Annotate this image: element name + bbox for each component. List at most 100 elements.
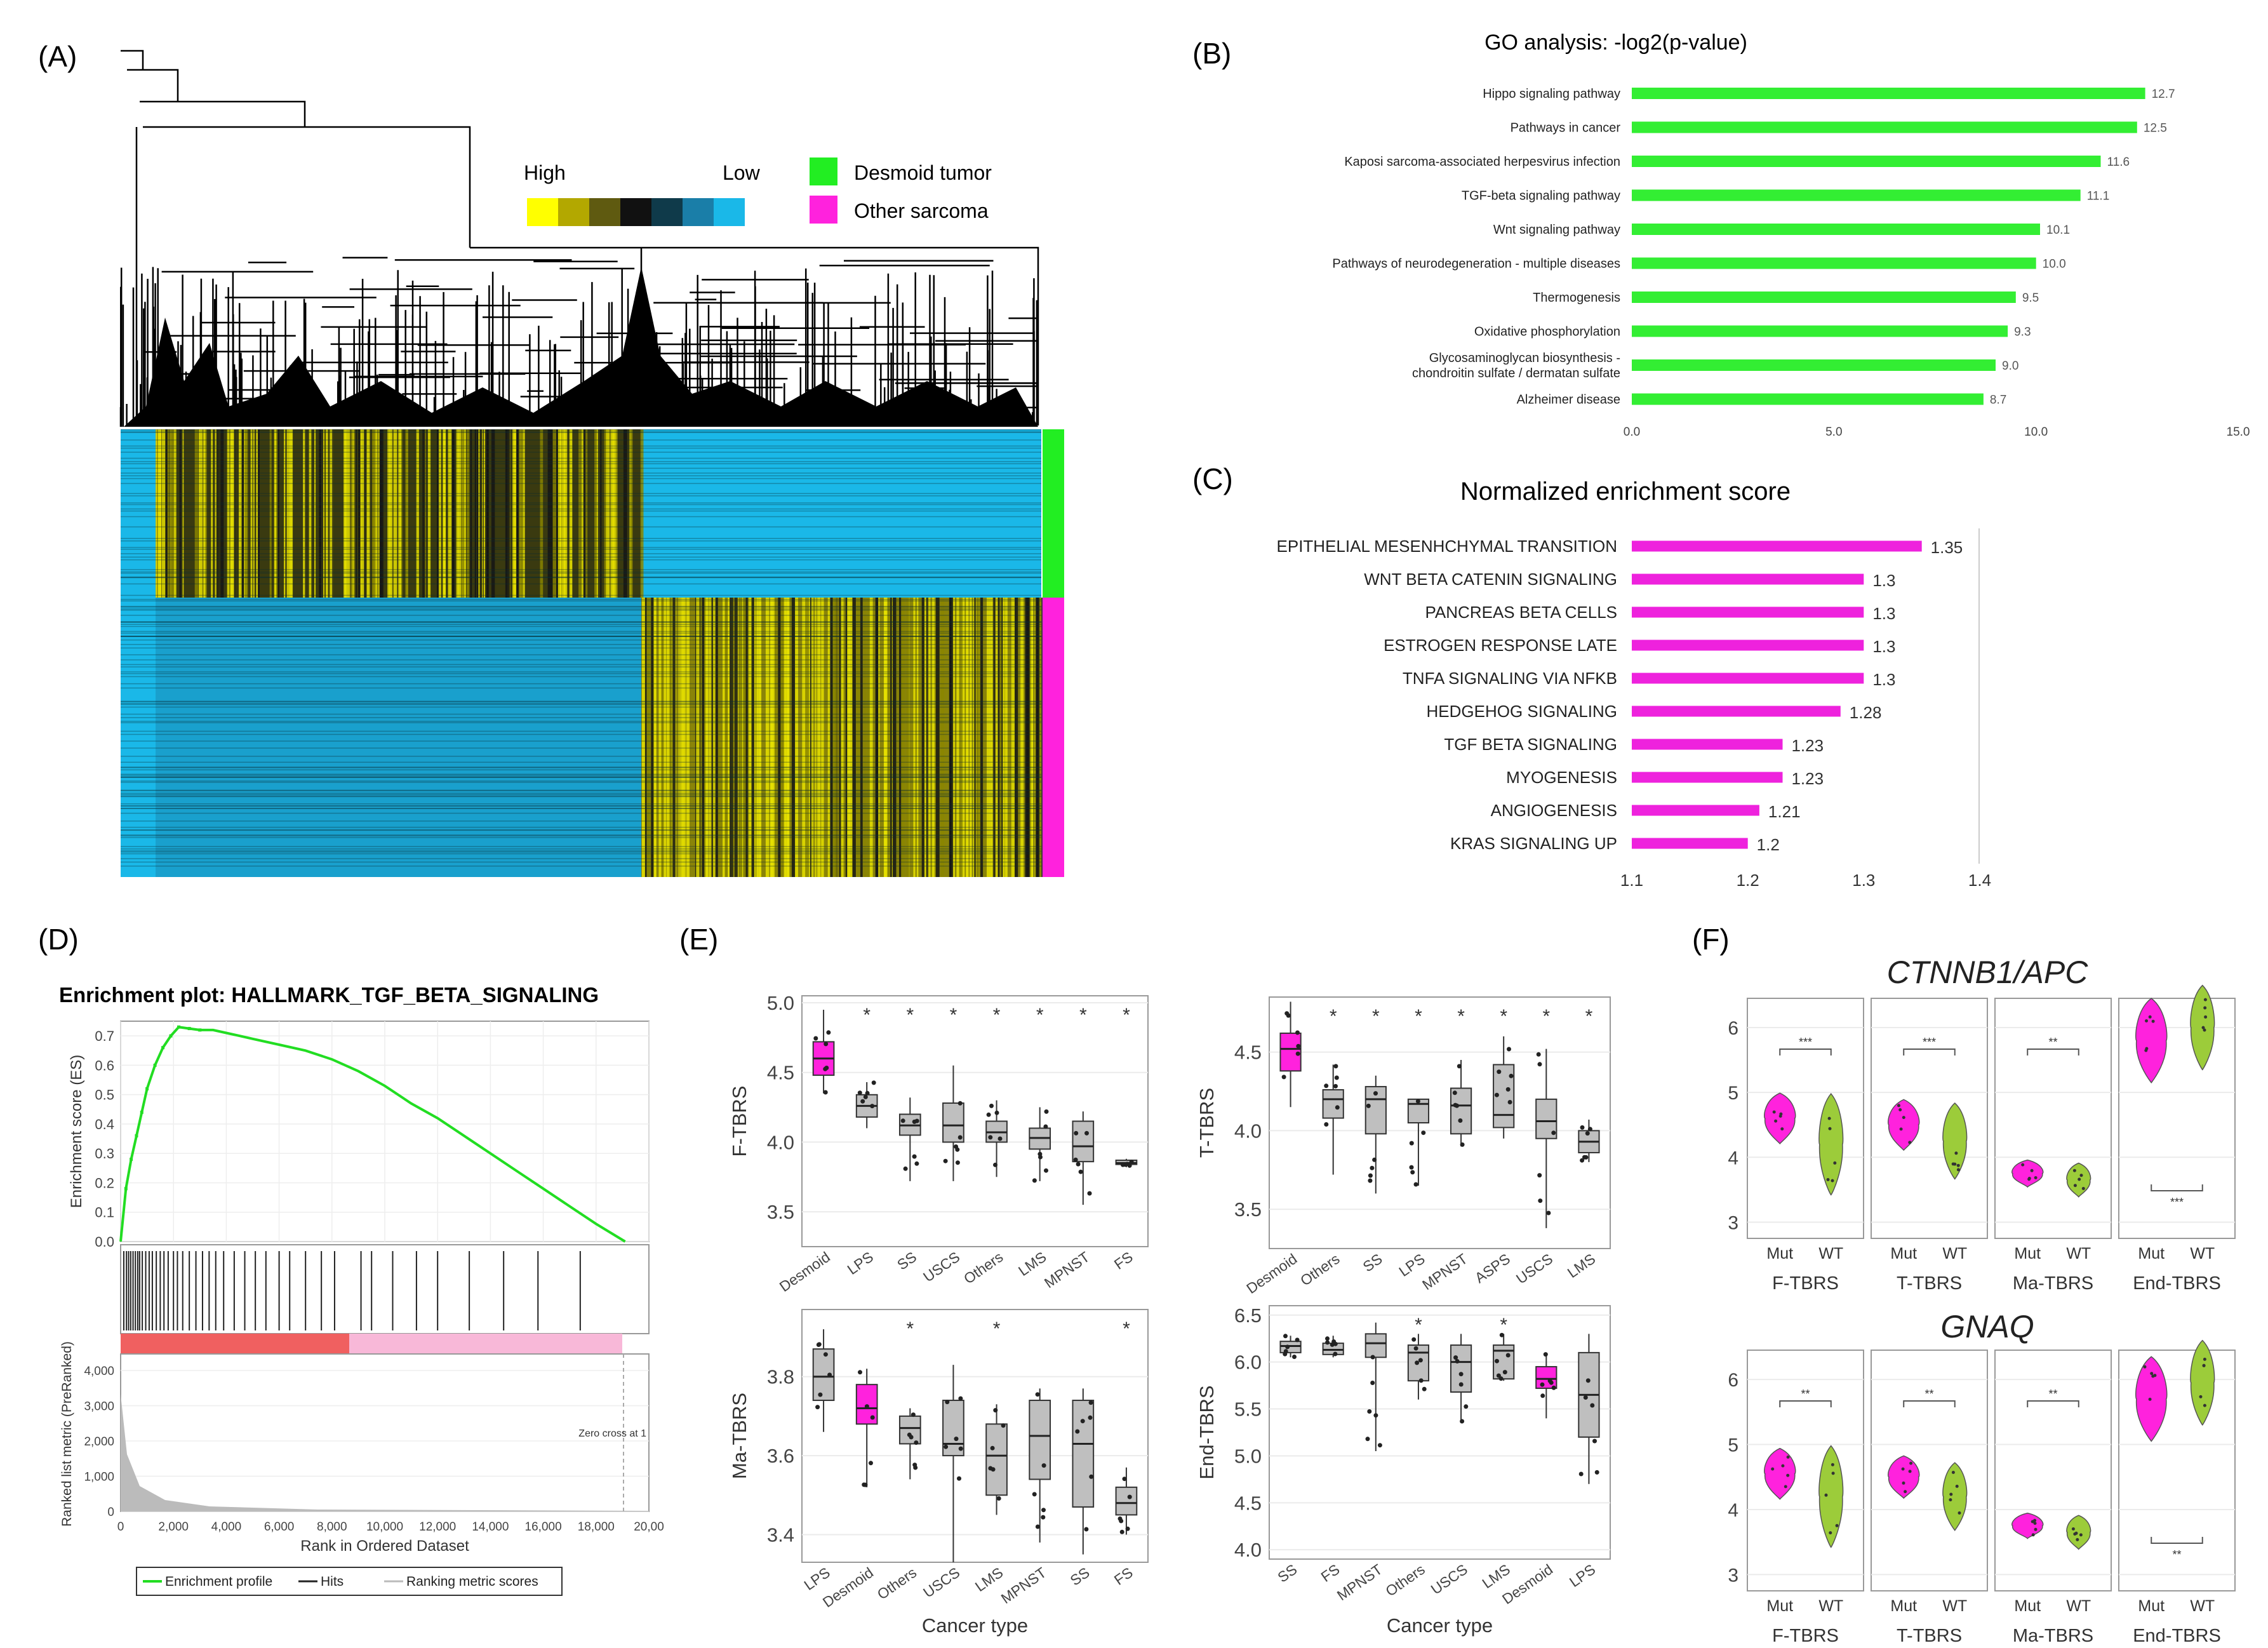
heatmap-column-stripe: [751, 598, 754, 877]
box-point: [912, 1154, 917, 1159]
box-point: [1295, 1051, 1300, 1056]
heatmap-column-stripe: [521, 429, 525, 598]
violin-y-tick: 6: [1728, 1018, 1738, 1039]
box-point: [954, 1437, 959, 1442]
heatmap-column-stripe: [757, 598, 761, 877]
heatmap-column-stripe: [173, 429, 177, 598]
heatmap-column-stripe: [217, 429, 220, 598]
box-point: [1043, 1124, 1048, 1129]
heatmap-column-stripe: [199, 429, 201, 598]
go-category-label: Thermogenesis: [1533, 291, 1620, 305]
box-point: [1540, 1382, 1545, 1387]
box-point: [860, 1099, 865, 1104]
heatmap-column-stripe: [959, 598, 963, 877]
violin-score-label: Ma-TBRS: [2013, 1626, 2093, 1646]
go-bar: [1632, 325, 2008, 337]
heatmap-column-stripe: [398, 429, 401, 598]
violin-point: [2202, 1363, 2206, 1367]
boxplot-x-tick: FS: [1111, 1249, 1136, 1273]
go-category-label: Alzheimer disease: [1517, 393, 1620, 407]
heatmap-row-line: [121, 808, 1041, 809]
heatmap-row-line: [121, 547, 1041, 548]
heatmap-row-line: [121, 626, 1041, 627]
violin-point: [1902, 1481, 1905, 1485]
color-scale-step: [527, 198, 558, 226]
box-point: [1549, 1380, 1554, 1385]
violin-point: [2030, 1169, 2034, 1172]
box-significance: *: [993, 1318, 1001, 1339]
es-y-tick: 0.4: [95, 1116, 114, 1132]
heatmap-row-line: [121, 664, 1041, 666]
legend-high-label: High: [524, 161, 566, 184]
heatmap-column-stripe: [378, 429, 380, 598]
heatmap-row-line: [121, 805, 1041, 807]
heatmap-row-line: [121, 538, 1041, 539]
heatmap-row-line: [121, 782, 1041, 783]
heatmap-row-line: [121, 577, 1041, 579]
box-point: [900, 1118, 905, 1123]
heatmap-column-stripe: [979, 598, 984, 877]
box-significance: *: [1330, 1006, 1337, 1027]
es-point: [161, 1046, 165, 1050]
heatmap-column-stripe: [794, 598, 798, 877]
box-point: [943, 1158, 948, 1163]
box-point: [1457, 1064, 1462, 1069]
heatmap-column-stripe: [320, 429, 323, 598]
heatmap-row-line: [121, 461, 1041, 462]
heatmap-column-stripe: [464, 429, 465, 598]
rank-x-tick: 4,000: [211, 1520, 242, 1534]
boxplot-frame: [1269, 1305, 1611, 1560]
heatmap-column-stripe: [774, 598, 777, 877]
heatmap-column-stripe: [977, 598, 980, 877]
heatmap-column-stripe: [970, 598, 972, 877]
boxplot-x-tick: MPNST: [1334, 1561, 1385, 1604]
heatmap-column-stripe: [227, 429, 230, 598]
go-x-tick: 10.0: [2024, 425, 2048, 439]
box-point: [863, 1094, 868, 1099]
heatmap-column-stripe: [491, 429, 495, 598]
go-value-label: 11.1: [2087, 190, 2110, 203]
es-y-tick: 0.5: [95, 1087, 114, 1103]
go-chart-title: GO analysis: -log2(p-value): [1484, 30, 1747, 55]
heatmap-column-stripe: [233, 429, 236, 598]
heatmap-row-line: [121, 621, 1041, 622]
heatmap-column-stripe: [253, 429, 255, 598]
box-point: [1284, 1011, 1290, 1016]
heatmap-column-stripe: [416, 429, 419, 598]
heatmap-column-stripe: [470, 429, 472, 598]
box-point: [989, 1103, 994, 1108]
heatmap-column-stripe: [833, 598, 837, 877]
es-point: [135, 1134, 138, 1137]
boxplot-y-tick: 3.6: [767, 1445, 794, 1467]
boxplot-x-tick: USCS: [1428, 1561, 1471, 1598]
boxplot-x-tick: FS: [1318, 1561, 1343, 1585]
heatmap-column-stripe: [728, 598, 730, 877]
box-point: [1125, 1526, 1130, 1531]
panel-label-d: (D): [38, 923, 79, 956]
box-point: [1497, 1069, 1502, 1075]
significance-stars: **: [2048, 1388, 2057, 1400]
heatmap-column-stripe: [669, 598, 673, 877]
heatmap-column-stripe: [581, 429, 584, 598]
nes-bar: [1632, 640, 1864, 651]
box-point: [903, 1166, 908, 1171]
heatmap-column-stripe: [166, 429, 170, 598]
violin-score-label: T-TBRS: [1897, 1273, 1962, 1294]
box-point: [914, 1118, 919, 1123]
heatmap-row-line: [121, 793, 1041, 794]
heatmap-column-stripe: [366, 429, 368, 598]
heatmap-row-line: [121, 851, 1041, 853]
box-point: [1413, 1346, 1418, 1351]
heatmap-column-stripe: [558, 429, 561, 598]
nes-category-label: TNFA SIGNALING VIA NFKB: [1403, 669, 1617, 688]
box-point: [1044, 1109, 1049, 1114]
nes-bar: [1632, 805, 1759, 816]
box-point: [1368, 1178, 1373, 1183]
violin-point: [1771, 1467, 1775, 1471]
metric-y-tick: 4,000: [84, 1365, 114, 1378]
box-point: [1458, 1382, 1464, 1387]
violin-point: [1786, 1455, 1790, 1459]
box-body: [898, 1415, 921, 1445]
nes-x-tick: 1.3: [1852, 871, 1875, 890]
box-point: [1035, 1524, 1040, 1529]
